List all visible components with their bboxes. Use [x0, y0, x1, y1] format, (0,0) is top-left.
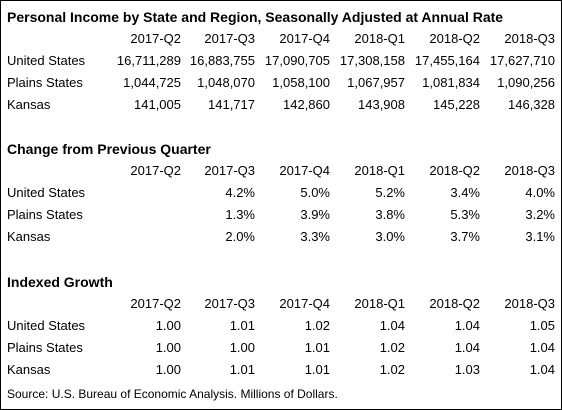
cell: 16,711,289 — [116, 53, 181, 68]
cell: 141,717 — [208, 97, 255, 112]
column-header: 2018-Q2 — [429, 31, 480, 46]
source-note: Source: U.S. Bureau of Economic Analysis… — [7, 387, 338, 401]
cell: 1.01 — [229, 318, 255, 333]
column-header: 2017-Q3 — [204, 31, 255, 46]
cell: 1.03 — [454, 362, 480, 377]
cell: 1.04 — [454, 340, 480, 355]
column-header: 2017-Q4 — [279, 296, 330, 311]
cell: 1,090,256 — [497, 75, 555, 90]
column-header: 2017-Q2 — [130, 296, 181, 311]
cell: 3.2% — [525, 207, 555, 222]
cell: 1.02 — [304, 318, 330, 333]
column-header: 2018-Q1 — [354, 296, 405, 311]
cell: 143,908 — [358, 97, 405, 112]
cell: 17,627,710 — [489, 53, 555, 68]
column-header: 2018-Q1 — [354, 163, 405, 178]
cell: 3.3% — [300, 229, 330, 244]
column-header: 2017-Q4 — [279, 31, 330, 46]
cell: 5.3% — [450, 207, 480, 222]
cell: 3.7% — [450, 229, 480, 244]
cell: 1,081,834 — [422, 75, 480, 90]
cell: 145,228 — [433, 97, 480, 112]
row-label: Kansas — [7, 229, 51, 244]
cell: 142,860 — [283, 97, 330, 112]
section-title: Change from Previous Quarter — [7, 141, 211, 157]
row-label: Plains States — [7, 75, 83, 90]
cell: 1.04 — [454, 318, 480, 333]
column-header: 2018-Q3 — [504, 163, 555, 178]
cell: 1.3% — [225, 207, 255, 222]
cell: 3.1% — [525, 229, 555, 244]
cell: 1.00 — [155, 318, 181, 333]
cell: 1.00 — [155, 340, 181, 355]
cell: 4.0% — [525, 185, 555, 200]
table-title: Personal Income by State and Region, Sea… — [7, 9, 504, 25]
column-header: 2018-Q3 — [504, 31, 555, 46]
column-header: 2018-Q2 — [429, 296, 480, 311]
cell: 1,044,725 — [123, 75, 181, 90]
cell: 1.02 — [379, 340, 405, 355]
cell: 3.9% — [300, 207, 330, 222]
row-label: United States — [7, 185, 86, 200]
column-header: 2017-Q4 — [279, 163, 330, 178]
cell: 2.0% — [225, 229, 255, 244]
cell: 17,090,705 — [264, 53, 330, 68]
row-label: United States — [7, 53, 86, 68]
cell: 1,067,957 — [347, 75, 405, 90]
cell: 146,328 — [508, 97, 555, 112]
cell: 3.4% — [450, 185, 480, 200]
cell: 1.00 — [229, 340, 255, 355]
section-title: Indexed Growth — [7, 274, 113, 290]
column-header: 2017-Q2 — [130, 31, 181, 46]
cell: 1,058,100 — [272, 75, 330, 90]
row-label: Plains States — [7, 207, 83, 222]
column-header: 2017-Q3 — [204, 163, 255, 178]
cell: 1.01 — [304, 362, 330, 377]
column-header: 2018-Q1 — [354, 31, 405, 46]
cell: 3.8% — [375, 207, 405, 222]
row-label: Kansas — [7, 362, 51, 377]
cell: 1.05 — [529, 318, 555, 333]
cell: 3.0% — [375, 229, 405, 244]
column-header: 2018-Q3 — [504, 296, 555, 311]
cell: 5.2% — [375, 185, 405, 200]
column-header: 2017-Q3 — [204, 296, 255, 311]
cell: 1.02 — [379, 362, 405, 377]
column-header: 2017-Q2 — [130, 163, 181, 178]
cell: 1.00 — [155, 362, 181, 377]
cell: 1.04 — [529, 340, 555, 355]
cell: 4.2% — [225, 185, 255, 200]
row-label: United States — [7, 318, 86, 333]
cell: 1.01 — [229, 362, 255, 377]
column-header: 2018-Q2 — [429, 163, 480, 178]
cell: 16,883,755 — [189, 53, 255, 68]
cell: 141,005 — [134, 97, 181, 112]
cell: 1.01 — [304, 340, 330, 355]
cell: 5.0% — [300, 185, 330, 200]
cell: 17,455,164 — [414, 53, 480, 68]
cell: 17,308,158 — [339, 53, 405, 68]
row-label: Kansas — [7, 97, 51, 112]
cell: 1.04 — [379, 318, 405, 333]
cell: 1,048,070 — [197, 75, 255, 90]
row-label: Plains States — [7, 340, 83, 355]
cell: 1.04 — [529, 362, 555, 377]
